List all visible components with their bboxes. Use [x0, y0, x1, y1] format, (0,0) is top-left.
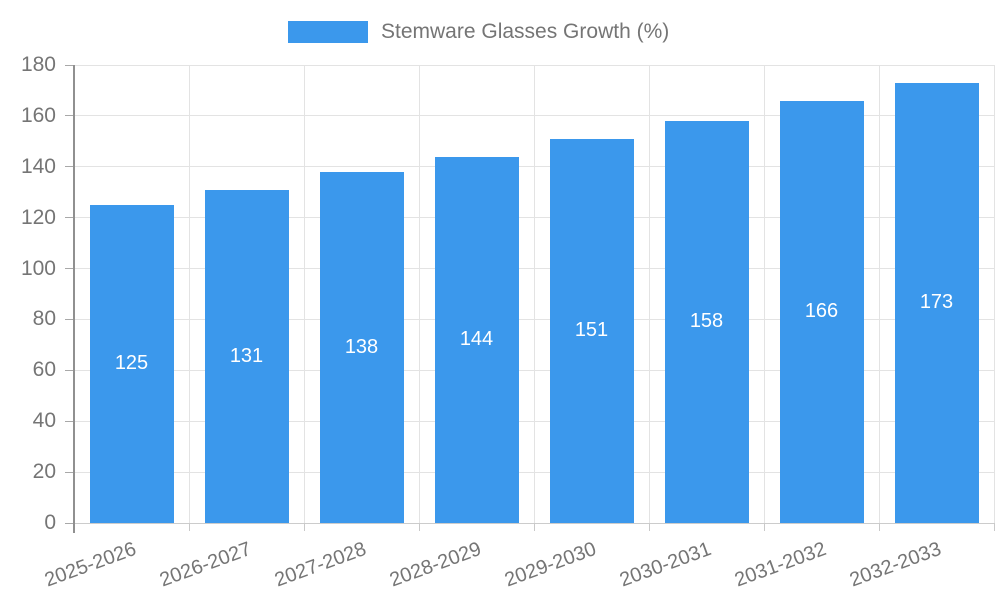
bar-value-label: 125 [114, 352, 149, 375]
x-tick-label: 2027-2028 [271, 538, 370, 592]
y-tick-mark [65, 217, 74, 219]
y-tick-label: 100 [20, 256, 56, 280]
y-tick-mark [65, 64, 74, 66]
x-tick-mark [533, 523, 535, 531]
y-tick-label: 180 [20, 53, 56, 76]
y-tick-label: 20 [32, 460, 56, 484]
x-tick-mark [763, 523, 765, 531]
x-tick-label: 2029-2030 [501, 538, 600, 592]
x-tick-label: 2030-2031 [616, 538, 715, 592]
x-tick-label: 2025-2026 [41, 538, 140, 592]
x-tick-label: 2031-2032 [731, 538, 830, 592]
bar-value-label: 173 [919, 291, 954, 314]
y-tick-mark [65, 166, 74, 168]
y-tick-mark [65, 318, 74, 320]
bar-value-label: 144 [459, 328, 494, 351]
bar-value-label: 166 [804, 300, 839, 323]
x-gridline [648, 65, 650, 523]
y-tick-label: 160 [20, 103, 56, 127]
x-gridline [188, 65, 190, 523]
bar-value-label: 158 [689, 310, 724, 333]
y-tick-mark [65, 522, 74, 524]
bar-value-label: 131 [229, 344, 264, 367]
x-tick-mark [648, 523, 650, 531]
x-tick-label: 2032-2033 [846, 538, 945, 592]
legend-item[interactable]: Stemware Glasses Growth (%) [288, 20, 669, 44]
legend-swatch [288, 21, 368, 43]
x-gridline [993, 65, 995, 523]
x-tick-mark [303, 523, 305, 531]
x-tick-mark [188, 523, 190, 531]
y-tick-label: 60 [32, 358, 56, 382]
bar-value-label: 138 [344, 335, 379, 358]
y-tick-mark [65, 268, 74, 270]
bar[interactable]: 158 [664, 120, 749, 523]
x-gridline [303, 65, 305, 523]
y-tick-label: 80 [32, 307, 56, 331]
bar-value-label: 151 [574, 319, 609, 342]
x-gridline [878, 65, 880, 523]
legend-label: Stemware Glasses Growth (%) [381, 20, 670, 43]
y-tick-label: 0 [44, 511, 56, 534]
y-tick-mark [65, 471, 74, 473]
bar[interactable]: 131 [204, 189, 289, 523]
y-tick-mark [65, 420, 74, 422]
y-axis-line [73, 65, 75, 533]
x-gridline [418, 65, 420, 523]
bar[interactable]: 151 [549, 138, 634, 523]
x-tick-mark [418, 523, 420, 531]
y-tick-mark [65, 369, 74, 371]
y-tick-label: 120 [20, 205, 56, 229]
x-tick-mark [993, 523, 995, 531]
bar[interactable]: 173 [894, 82, 979, 523]
y-tick-label: 140 [20, 154, 56, 178]
y-tick-mark [65, 115, 74, 117]
x-tick-mark [878, 523, 880, 531]
x-gridline [763, 65, 765, 523]
x-gridline [533, 65, 535, 523]
bar[interactable]: 144 [434, 156, 519, 523]
bar[interactable]: 166 [779, 100, 864, 523]
bar[interactable]: 125 [89, 204, 174, 523]
x-tick-label: 2026-2027 [156, 538, 255, 592]
bar[interactable]: 138 [319, 171, 404, 523]
x-tick-label: 2028-2029 [386, 538, 485, 592]
y-tick-label: 40 [32, 409, 56, 433]
